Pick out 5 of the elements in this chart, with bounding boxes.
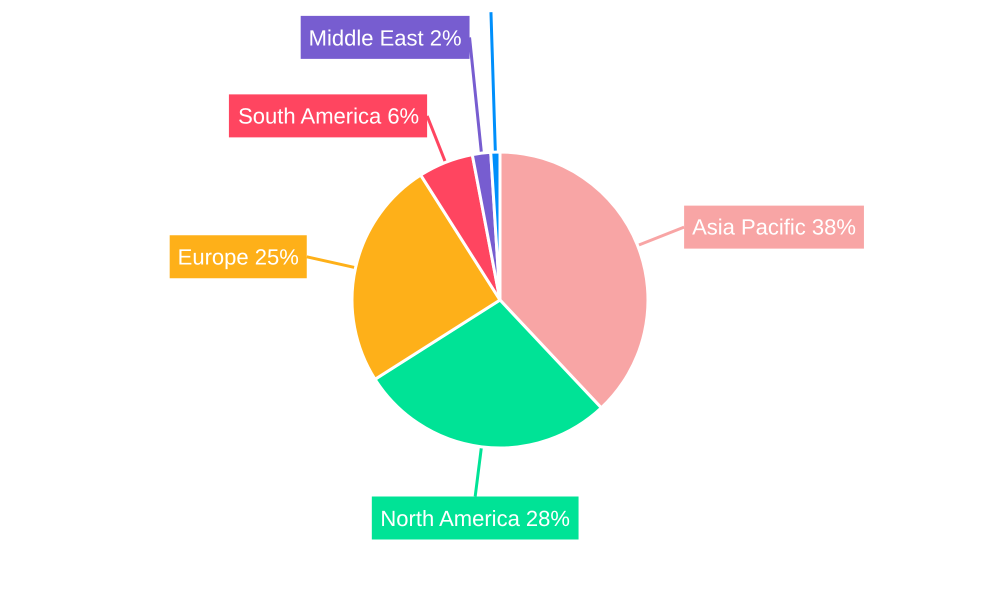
- slice-label: Asia Pacific 38%: [692, 214, 856, 240]
- slice-label: Middle East 2%: [308, 25, 462, 50]
- slice-label: South America 6%: [238, 103, 420, 128]
- slice-label: North America 28%: [380, 506, 570, 531]
- slice-label: Europe 25%: [178, 244, 299, 270]
